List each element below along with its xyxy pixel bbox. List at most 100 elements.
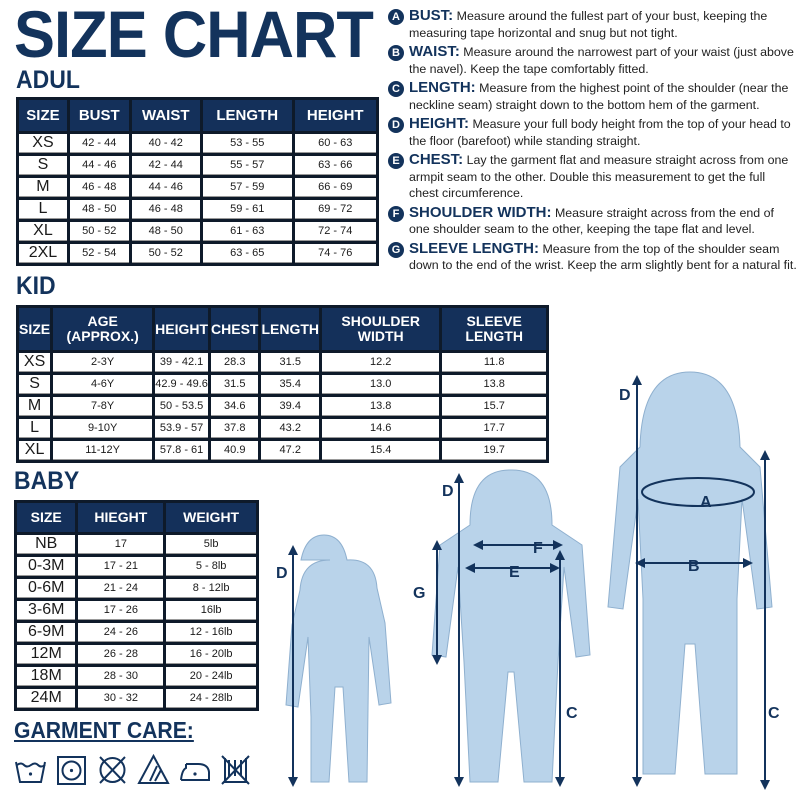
definition-text: CHEST: Lay the garment flat and measure … bbox=[409, 151, 798, 202]
table-cell: 7-8Y bbox=[53, 397, 153, 416]
column-header: HIEGHT bbox=[78, 503, 164, 532]
column-header: CHEST bbox=[211, 308, 259, 350]
kid-onesie bbox=[431, 469, 591, 783]
table-cell: 11.8 bbox=[442, 353, 546, 372]
table-cell: 44 - 46 bbox=[69, 156, 129, 175]
kid-label-f: F bbox=[533, 540, 543, 557]
table-row: L 48 - 50 46 - 48 59 - 61 69 - 72 bbox=[19, 200, 376, 219]
letter-e-badge-icon: E bbox=[388, 153, 404, 169]
tumble-dry-icon bbox=[57, 756, 86, 785]
table-cell: 17 - 21 bbox=[78, 557, 164, 576]
column-header: AGE (APPROX.) bbox=[53, 308, 153, 350]
kid-label-g: G bbox=[413, 585, 425, 602]
kid-size-table: SIZE AGE (APPROX.) HEIGHT CHEST LENGTH SHOULD… bbox=[16, 305, 549, 463]
definition-term: CHEST: bbox=[409, 151, 464, 168]
adult-label: ADUL bbox=[16, 66, 80, 94]
column-header: LENGTH bbox=[202, 100, 292, 131]
table-cell: 53 - 55 bbox=[202, 134, 292, 153]
size-cell: XL bbox=[19, 441, 51, 460]
table-cell: 17 - 26 bbox=[78, 601, 164, 620]
column-header: SIZE bbox=[19, 100, 67, 131]
size-cell: 18M bbox=[17, 667, 76, 686]
definition-term: SLEEVE LENGTH: bbox=[409, 239, 540, 257]
table-cell: 2-3Y bbox=[53, 353, 153, 372]
table-cell: 48 - 50 bbox=[69, 200, 129, 219]
table-cell: 42 - 44 bbox=[131, 156, 200, 175]
table-cell: 53.9 - 57 bbox=[155, 419, 209, 438]
size-cell: XS bbox=[19, 134, 67, 153]
table-row: XS 42 - 44 40 - 42 53 - 55 60 - 63 bbox=[19, 134, 376, 153]
table-cell: 26 - 28 bbox=[78, 645, 164, 664]
definition-description: Measure your full body height from the t… bbox=[409, 117, 791, 148]
table-cell: 14.6 bbox=[322, 419, 440, 438]
definition-description: Measure around the narrowest part of you… bbox=[409, 45, 794, 76]
table-row: XL 50 - 52 48 - 50 61 - 63 72 - 74 bbox=[19, 222, 376, 241]
table-cell: 74 - 76 bbox=[294, 244, 376, 263]
table-cell: 44 - 46 bbox=[131, 178, 200, 197]
header-row: SIZE AGE (APPROX.) HEIGHT CHEST LENGTH SHOULD… bbox=[19, 308, 546, 350]
adult-label-d: D bbox=[619, 387, 631, 404]
definition-a: A BUST: Measure around the fullest part o… bbox=[388, 7, 798, 41]
definition-text: BUST: Measure around the fullest part of… bbox=[409, 7, 798, 41]
do-not-dryclean-icon bbox=[99, 756, 126, 784]
adult-size-table: SIZE BUST WAIST LENGTH HEIGHT XS 42 - 44 40 - 4… bbox=[16, 97, 379, 266]
table-cell: 69 - 72 bbox=[294, 200, 376, 219]
table-cell: 9-10Y bbox=[53, 419, 153, 438]
column-header: SIZE bbox=[19, 308, 51, 350]
definition-term: LENGTH: bbox=[409, 79, 476, 96]
definition-description: Measure from the top of the shoulder sea… bbox=[409, 241, 797, 273]
table-cell: 42 - 44 bbox=[69, 134, 129, 153]
table-cell: 17 bbox=[78, 535, 164, 554]
table-row: XL 11-12Y 57.8 - 61 40.9 47.2 15.4 19.7 bbox=[19, 441, 546, 460]
table-cell: 13.8 bbox=[442, 375, 546, 394]
definition-term: SHOULDER WIDTH: bbox=[409, 203, 552, 221]
measurement-arrows bbox=[288, 375, 770, 790]
garment-care-label: GARMENT CARE: bbox=[14, 717, 194, 743]
table-cell: 11-12Y bbox=[53, 441, 153, 460]
size-cell: S bbox=[19, 156, 67, 175]
baby-label: BABY bbox=[14, 467, 80, 495]
column-header: SHOULDER WIDTH bbox=[322, 308, 440, 350]
table-cell: 72 - 74 bbox=[294, 222, 376, 241]
definition-term: WAIST: bbox=[409, 43, 460, 60]
adult-label-b: B bbox=[688, 558, 700, 575]
size-cell: S bbox=[19, 375, 51, 394]
definition-g: G SLEEVE LENGTH: Measure from the top of … bbox=[388, 239, 798, 274]
column-header: SIZE bbox=[17, 503, 76, 532]
definition-text: SHOULDER WIDTH: Measure straight across … bbox=[409, 203, 798, 238]
table-cell: 13.0 bbox=[322, 375, 440, 394]
table-row: 2XL 52 - 54 50 - 52 63 - 65 74 - 76 bbox=[19, 244, 376, 263]
wash-30-icon bbox=[15, 761, 46, 783]
iron-low-icon bbox=[180, 763, 210, 781]
table-cell: 50 - 52 bbox=[69, 222, 129, 241]
table-cell: 50 - 53.5 bbox=[155, 397, 209, 416]
table-cell: 37.8 bbox=[211, 419, 259, 438]
table-cell: 47.2 bbox=[261, 441, 320, 460]
table-row: 24M 30 - 32 24 - 28lb bbox=[17, 689, 256, 708]
table-row: S 4-6Y 42.9 - 49.6 31.5 35.4 13.0 13.8 bbox=[19, 375, 546, 394]
definition-text: WAIST: Measure around the narrowest part… bbox=[409, 43, 798, 77]
size-cell: 0-3M bbox=[17, 557, 76, 576]
size-cell: 24M bbox=[17, 689, 76, 708]
do-not-wring-icon bbox=[221, 755, 250, 785]
table-row: 0-3M 17 - 21 5 - 8lb bbox=[17, 557, 256, 576]
size-cell: 12M bbox=[17, 645, 76, 664]
table-cell: 28 - 30 bbox=[78, 667, 164, 686]
table-cell: 16lb bbox=[166, 601, 256, 620]
table-row: 0-6M 21 - 24 8 - 12lb bbox=[17, 579, 256, 598]
table-cell: 28.3 bbox=[211, 353, 259, 372]
table-cell: 12.2 bbox=[322, 353, 440, 372]
garment-illustrations: D D F E G C D A B C bbox=[276, 371, 780, 790]
table-cell: 57.8 - 61 bbox=[155, 441, 209, 460]
table-row: 3-6M 17 - 26 16lb bbox=[17, 601, 256, 620]
size-cell: 3-6M bbox=[17, 601, 76, 620]
letter-b-badge-icon: B bbox=[388, 45, 404, 61]
definition-text: HEIGHT: Measure your full body height fr… bbox=[409, 115, 798, 149]
table-cell: 8 - 12lb bbox=[166, 579, 256, 598]
definition-d: D HEIGHT: Measure your full body height f… bbox=[388, 115, 798, 149]
definition-description: Measure around the fullest part of your … bbox=[409, 9, 768, 40]
table-cell: 16 - 20lb bbox=[166, 645, 256, 664]
header-row: SIZE BUST WAIST LENGTH HEIGHT bbox=[19, 100, 376, 131]
table-row: M 46 - 48 44 - 46 57 - 59 66 - 69 bbox=[19, 178, 376, 197]
measurement-guide: A BUST: Measure around the fullest part o… bbox=[388, 7, 798, 277]
